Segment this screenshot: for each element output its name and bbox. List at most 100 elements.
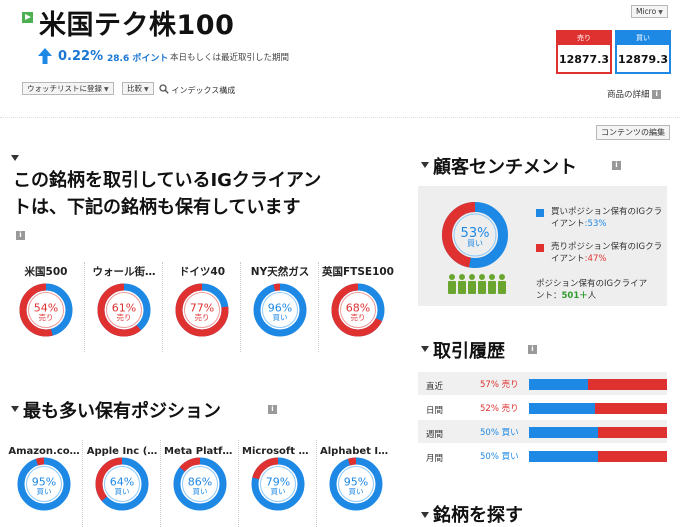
sell-legend-text: 売りポジション保有のIGクライアント [551,242,663,264]
watchlist-select[interactable]: ウォッチリストに登録 ▼ [22,82,114,95]
index-components-link[interactable]: インデックス構成 [159,84,235,96]
history-value: 50% 買い [480,452,519,462]
triangle-down-icon[interactable] [421,162,429,168]
inner-ring [260,466,296,502]
position-donut: 86%買い [173,457,227,511]
card-divider [238,440,239,527]
instrument-name: 英国FTSE100 [322,266,394,278]
instrument-card[interactable]: Amazon.co… 95% 買い [8,446,80,512]
info-icon[interactable]: i [528,345,537,354]
arrow-up-icon [38,48,52,64]
sell-arc [175,283,229,337]
sentiment-panel: 53% 買い 買いポジション保有のIGクライアント:53% 売りポジション保有のI… [418,186,667,306]
triangle-down-icon[interactable] [11,155,19,161]
history-value: 52% 売り [480,404,519,414]
client-total-count: 501＋ [561,291,588,301]
triangle-down-icon[interactable] [11,406,19,412]
history-period: 日間 [426,406,444,416]
history-row: 直近 57% 売り [418,372,667,395]
card-divider [162,262,163,352]
instrument-name: Alphabet In… [320,446,392,457]
donut-percent: 54% [34,302,58,315]
info-icon[interactable]: i [16,231,25,240]
history-value: 57% 売り [480,380,519,390]
instrument-card[interactable]: ウォール街… 61% 売り [88,264,160,338]
sell-arc [253,283,307,337]
sell-arc [173,457,227,511]
sell-segment [598,427,667,438]
instrument-card[interactable]: NY天然ガス 96% 買い [244,264,316,338]
buy-segment [529,427,598,438]
triangle-down-icon[interactable] [421,346,429,352]
product-details-label: 商品の詳細 [607,90,650,100]
instrument-card[interactable]: ドイツ40 77% 売り [166,264,238,338]
chevron-down-icon: ▼ [104,86,109,93]
sell-arc [17,457,71,511]
buy-price-button[interactable]: 買い 12879.3 [615,30,671,74]
instrument-card[interactable]: 米国500 54% 売り [10,264,82,338]
compare-select[interactable]: 比較 ▼ [122,82,154,95]
inner-ring [182,466,218,502]
card-divider [160,440,161,527]
card-divider [318,262,319,352]
buy-legend-text: 買いポジション保有のIGクライアント [551,207,663,229]
buy-legend-swatch [536,209,544,217]
card-divider [316,440,317,527]
chevron-down-icon: ▼ [658,9,663,16]
history-period: 直近 [426,382,444,392]
divider [0,117,680,118]
donut-percent: 95% [32,476,56,489]
client-total-text1: ポジション保有のIGクライア [536,279,648,289]
inner-ring [106,292,142,328]
inner-ring [28,292,64,328]
buy-price: 12879.3 [617,53,669,66]
instrument-card[interactable]: Microsoft C… 79% 買い [242,446,314,512]
info-icon[interactable]: i [268,405,277,414]
contract-size-value: Micro [636,7,657,16]
inner-ring [338,466,374,502]
history-value: 50% 買い [480,428,519,438]
sell-arc [97,283,151,337]
watchlist-label: ウォッチリストに登録 [27,84,102,93]
change-points: 28.6 ポイント [107,54,169,64]
buy-legend: 買いポジション保有のIGクライアント:53% [551,206,663,230]
find-title: 銘柄を探す [433,505,523,526]
sell-price-button[interactable]: 売り 12877.3 [556,30,612,74]
donut-side: 買い [467,239,483,248]
donut-percent: 64% [110,476,134,489]
instrument-name: Meta Platfo… [164,446,236,457]
position-donut: 68%売り [331,283,385,337]
page-title: 米国テク株100 [39,10,235,41]
info-icon[interactable]: i [612,161,621,170]
instrument-name: ウォール街… [92,266,156,278]
contract-size-select[interactable]: Micro ▼ [631,5,668,18]
change-note: 本日もしくは最近取引した期間 [170,53,290,63]
edit-contents-button[interactable]: コンテンツの編集 [596,125,670,140]
client-icons [448,274,506,298]
sell-arc [331,283,385,337]
person-icon [448,274,506,294]
client-total: ポジション保有のIGクライア ント：501＋人 [536,278,664,302]
instrument-card[interactable]: 英国FTSE100 68% 売り [322,264,394,338]
instrument-name: NY天然ガス [250,266,310,278]
donut-side: 買い [193,487,208,496]
buy-segment [529,403,596,414]
sell-legend-swatch [536,244,544,252]
buy-legend-pct: :53% [584,219,607,229]
position-donut: 54%売り [19,283,73,337]
triangle-down-icon[interactable] [421,512,429,518]
history-bar [529,451,667,462]
info-icon: i [652,90,662,99]
position-donut: 61%売り [97,283,151,337]
instrument-card[interactable]: Apple Inc (… 64% 買い [86,446,158,512]
inner-ring [104,466,140,502]
product-details-link[interactable]: 商品の詳細 i [607,88,662,100]
donut-side: 売り [117,312,132,322]
sell-legend-pct: :47% [584,254,607,264]
instrument-card[interactable]: Alphabet In… 95% 買い [320,446,392,512]
also-held-title-line2: トは、下記の銘柄も保有しています [13,197,301,218]
instrument-card[interactable]: Meta Platfo… 86% 買い [164,446,236,512]
inner-ring [340,292,376,328]
sell-segment [588,379,667,390]
donut-percent: 95% [344,476,368,489]
